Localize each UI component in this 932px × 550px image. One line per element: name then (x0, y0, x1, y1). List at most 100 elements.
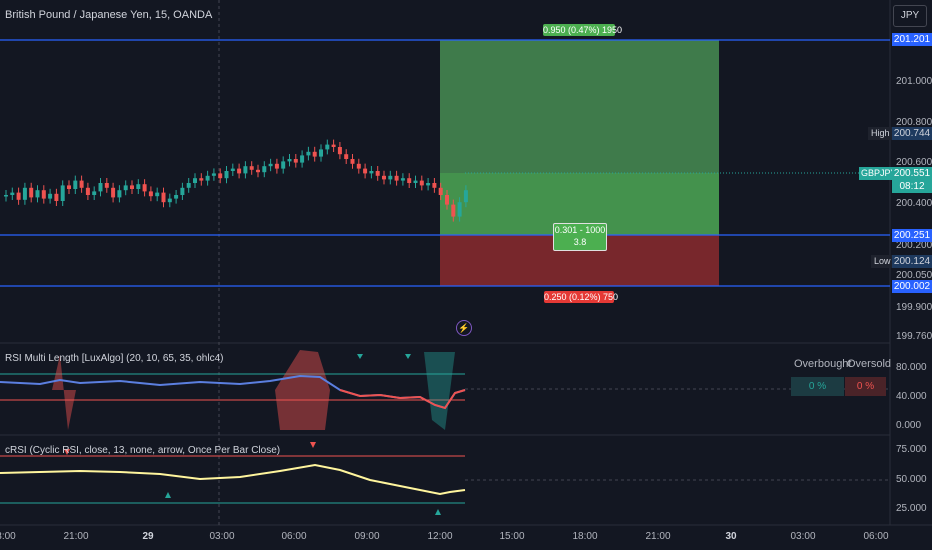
candle-body (388, 175, 393, 180)
candle-body (331, 144, 336, 147)
rsi-fill (52, 355, 76, 430)
crsi-axis-label: 75.000 (896, 444, 927, 455)
oversold-value: 0 % (845, 377, 886, 396)
candle-body (155, 192, 160, 197)
candle-body (287, 159, 292, 162)
candle-body (123, 185, 128, 191)
candle-body (85, 187, 90, 195)
stop-info-label[interactable]: 0.250 (0.12%) 750 (544, 291, 619, 303)
candle-body (363, 168, 368, 174)
high-price-tag: 200.744 (892, 127, 932, 140)
price-axis-label: 200.200 (896, 240, 932, 251)
time-axis-label: 30 (725, 531, 737, 542)
candle-body (319, 149, 323, 157)
rsi-marker (405, 354, 411, 359)
candle-body (98, 183, 103, 192)
target-info-label[interactable]: 0.950 (0.47%) 1950 (543, 24, 623, 36)
rsi-fill (275, 350, 330, 430)
lightning-icon[interactable]: ⚡ (456, 320, 472, 336)
crsi-axis-label: 25.000 (896, 503, 927, 514)
candle-body (218, 173, 223, 179)
candle-body (167, 198, 172, 203)
candle-body (375, 171, 380, 176)
candle-body (237, 168, 242, 174)
price-axis-label: 201.000 (896, 76, 932, 87)
rsi-pane-title: RSI Multi Length [LuxAlgo] (20, 10, 65, … (5, 353, 224, 364)
candle-body (438, 187, 443, 195)
candle-body (10, 192, 15, 195)
candle-body (193, 178, 197, 183)
candle-body (16, 192, 21, 200)
price-axis-label: 200.800 (896, 117, 932, 128)
candle-body (394, 175, 399, 181)
candle-body (457, 202, 462, 217)
position-center-label[interactable]: 0.301 - 1000 3.8 (553, 223, 607, 251)
time-axis-label: 21:00 (63, 531, 89, 542)
time-axis-label: 03:00 (790, 531, 816, 542)
stop-price-tag: 200.002 (892, 280, 932, 293)
candle-body (73, 180, 78, 189)
candle-body (281, 161, 286, 169)
last-price-tag: 200.551 08:12 (892, 167, 932, 193)
time-axis-label: 15:00 (499, 531, 525, 542)
candle-body (67, 185, 71, 189)
candle-body (249, 166, 254, 170)
candle-body (48, 193, 53, 199)
time-axis-label: 06:00 (863, 531, 889, 542)
candle-body (356, 163, 361, 169)
candle-body (4, 195, 8, 197)
candle-body (344, 154, 349, 159)
last-price: 200.551 (893, 168, 931, 179)
candle-body (142, 184, 147, 192)
symbol-tag: GBPJPY (859, 167, 899, 180)
target-price-tag: 201.201 (892, 33, 932, 46)
candle-body (60, 185, 65, 201)
rsi-axis-label: 0.000 (896, 420, 922, 431)
currency-button[interactable]: JPY (893, 5, 927, 27)
candle-body (180, 187, 185, 195)
crsi-marker (165, 492, 171, 498)
candle-body (426, 183, 431, 186)
time-axis-label: 21:00 (645, 531, 671, 542)
candle-body (41, 190, 46, 199)
candle-body (161, 192, 166, 203)
price-axis-label: 200.600 (896, 157, 932, 168)
time-axis-label: 03:00 (209, 531, 235, 542)
profit-zone (440, 40, 719, 235)
overbought-value: 0 % (791, 377, 844, 396)
candle-body (350, 159, 355, 164)
candle-body (224, 171, 229, 179)
time-axis-label: 09:00 (354, 531, 380, 542)
candle-body (407, 178, 412, 183)
candle-body (274, 163, 279, 169)
candle-body (243, 166, 248, 174)
rsi-line-bear (339, 389, 466, 410)
price-axis-label: 200.050 (896, 270, 932, 281)
price-axis-label: 200.400 (896, 198, 932, 209)
time-axis-label: 18:00 (572, 531, 598, 542)
high-label: High (868, 127, 893, 140)
candle-body (199, 178, 204, 181)
candle-body (136, 184, 141, 189)
candle-body (29, 187, 34, 198)
candle-body (337, 147, 342, 155)
crsi-pane-title: cRSI (Cyclic RSI, close, 13, none, arrow… (5, 445, 281, 456)
candle-body (104, 183, 109, 188)
rsi-axis-label: 40.000 (896, 391, 927, 402)
candle-body (445, 195, 449, 205)
crsi-marker (310, 442, 316, 448)
candle-body (230, 168, 235, 171)
candle-body (419, 180, 424, 186)
candle-body (22, 187, 27, 200)
candle-body (130, 185, 134, 189)
candle-body (92, 191, 97, 195)
crsi-marker (64, 449, 70, 455)
candle-body (211, 173, 216, 176)
symbol-title: British Pound / Japanese Yen, 15, OANDA (5, 9, 213, 21)
candle-body (306, 151, 311, 156)
candle-body (262, 166, 267, 173)
candle-body (174, 195, 179, 199)
candle-body (205, 175, 210, 181)
time-axis-label: 12:00 (427, 531, 453, 542)
